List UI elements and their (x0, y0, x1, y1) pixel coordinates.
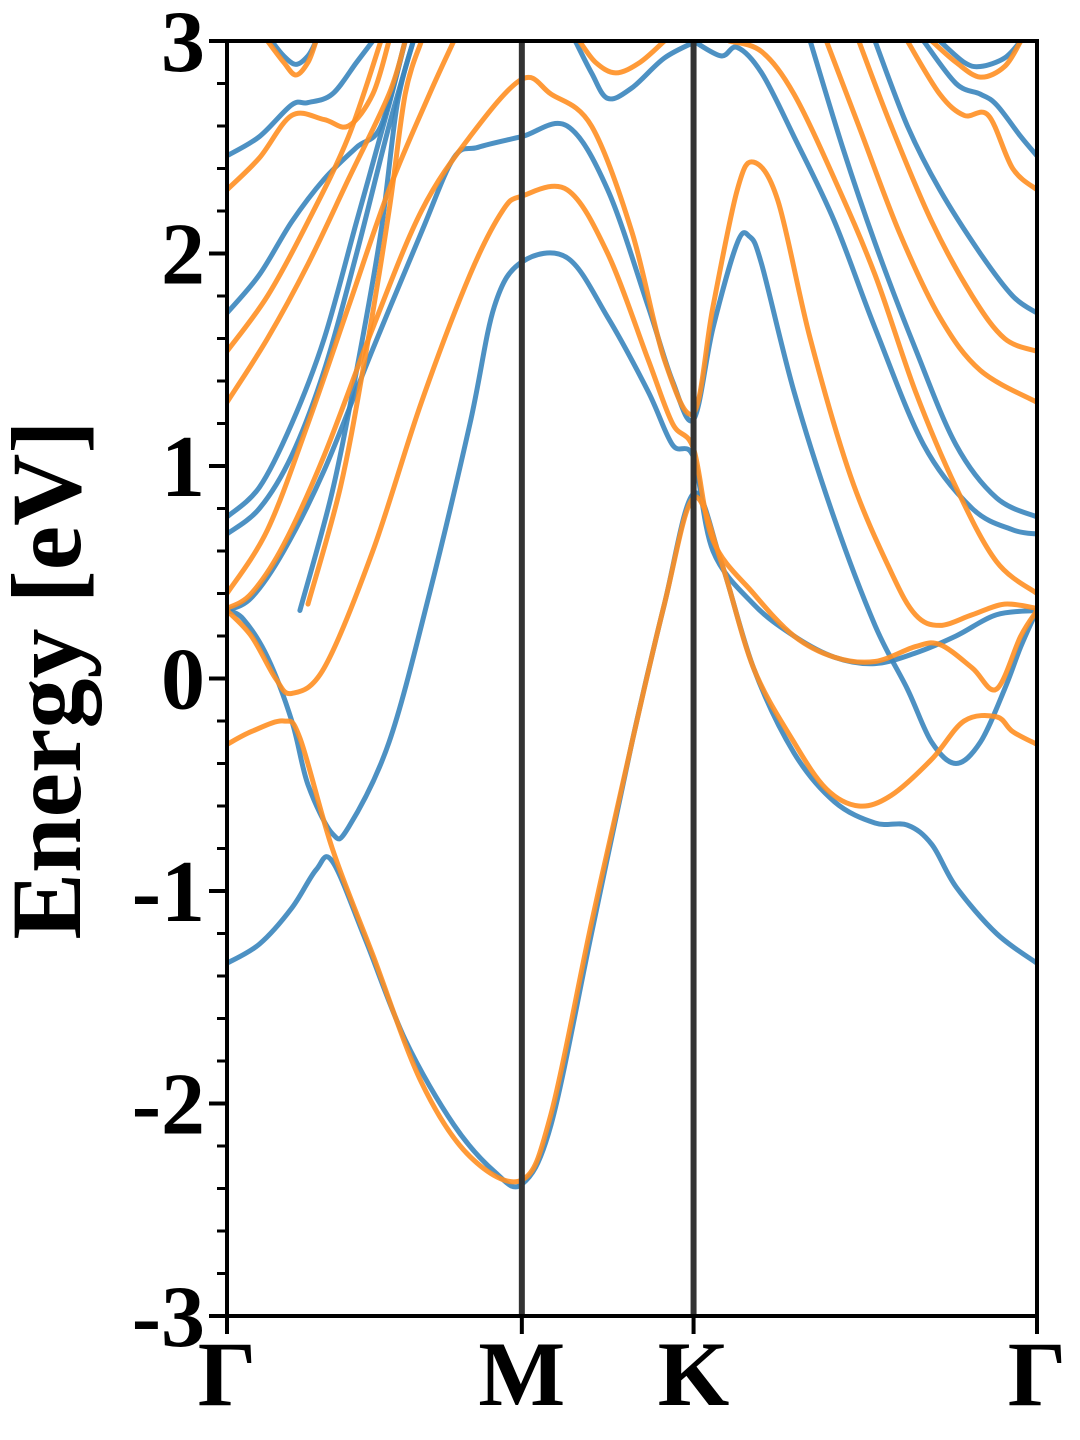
y-tick-label: -3 (132, 1269, 205, 1366)
band-line-blue-0 (227, 490, 1037, 1190)
kpoint-lines (518, 41, 697, 1316)
band-line-blue-20 (691, 41, 1037, 537)
band-line-orange-22 (726, 41, 1037, 596)
y-axis-label: Energy [eV] (0, 420, 102, 939)
band-line-orange-24 (856, 41, 1037, 354)
x-tick-label: Γ (198, 1323, 257, 1425)
band-line-blue-12 (227, 41, 376, 159)
x-tick-label: K (658, 1323, 730, 1425)
band-line-blue-9 (227, 41, 416, 537)
band-line-orange-3 (227, 183, 1037, 697)
band-line-orange-16 (305, 41, 424, 607)
band-line-orange-7 (227, 41, 408, 405)
band-line-blue-26 (921, 41, 1037, 159)
y-tick-label: 1 (161, 419, 205, 516)
band-line-orange-6 (227, 41, 457, 596)
band-line-orange-23 (823, 41, 1037, 405)
band-line-orange-14 (265, 41, 319, 78)
band-line-orange-8 (227, 41, 384, 354)
x-tick-label: M (478, 1323, 565, 1425)
band-line-blue-17 (297, 41, 416, 613)
y-tick-label: -1 (132, 844, 205, 941)
band-line-orange-19 (576, 41, 667, 76)
band-line-blue-29 (937, 41, 1024, 70)
band-line-orange-28 (929, 41, 1024, 80)
band-line-blue-25 (872, 41, 1037, 316)
band-line-blue-18 (572, 41, 700, 102)
x-tick-label: Γ (1008, 1323, 1067, 1425)
y-tick-label: -2 (132, 1057, 205, 1154)
y-tick-label: 0 (161, 632, 205, 729)
band-line-blue-11 (227, 41, 408, 316)
band-line-orange-27 (904, 41, 1037, 193)
band-line-orange-13 (227, 41, 392, 193)
y-tick-label: 2 (161, 207, 205, 304)
band-line-orange-1 (227, 494, 1037, 1185)
band-line-blue-21 (807, 41, 1037, 520)
y-axis: -3 -2 -1 0 1 2 3 (132, 0, 227, 1366)
y-tick-label: 3 (161, 0, 205, 91)
band-curves (227, 41, 1037, 1190)
